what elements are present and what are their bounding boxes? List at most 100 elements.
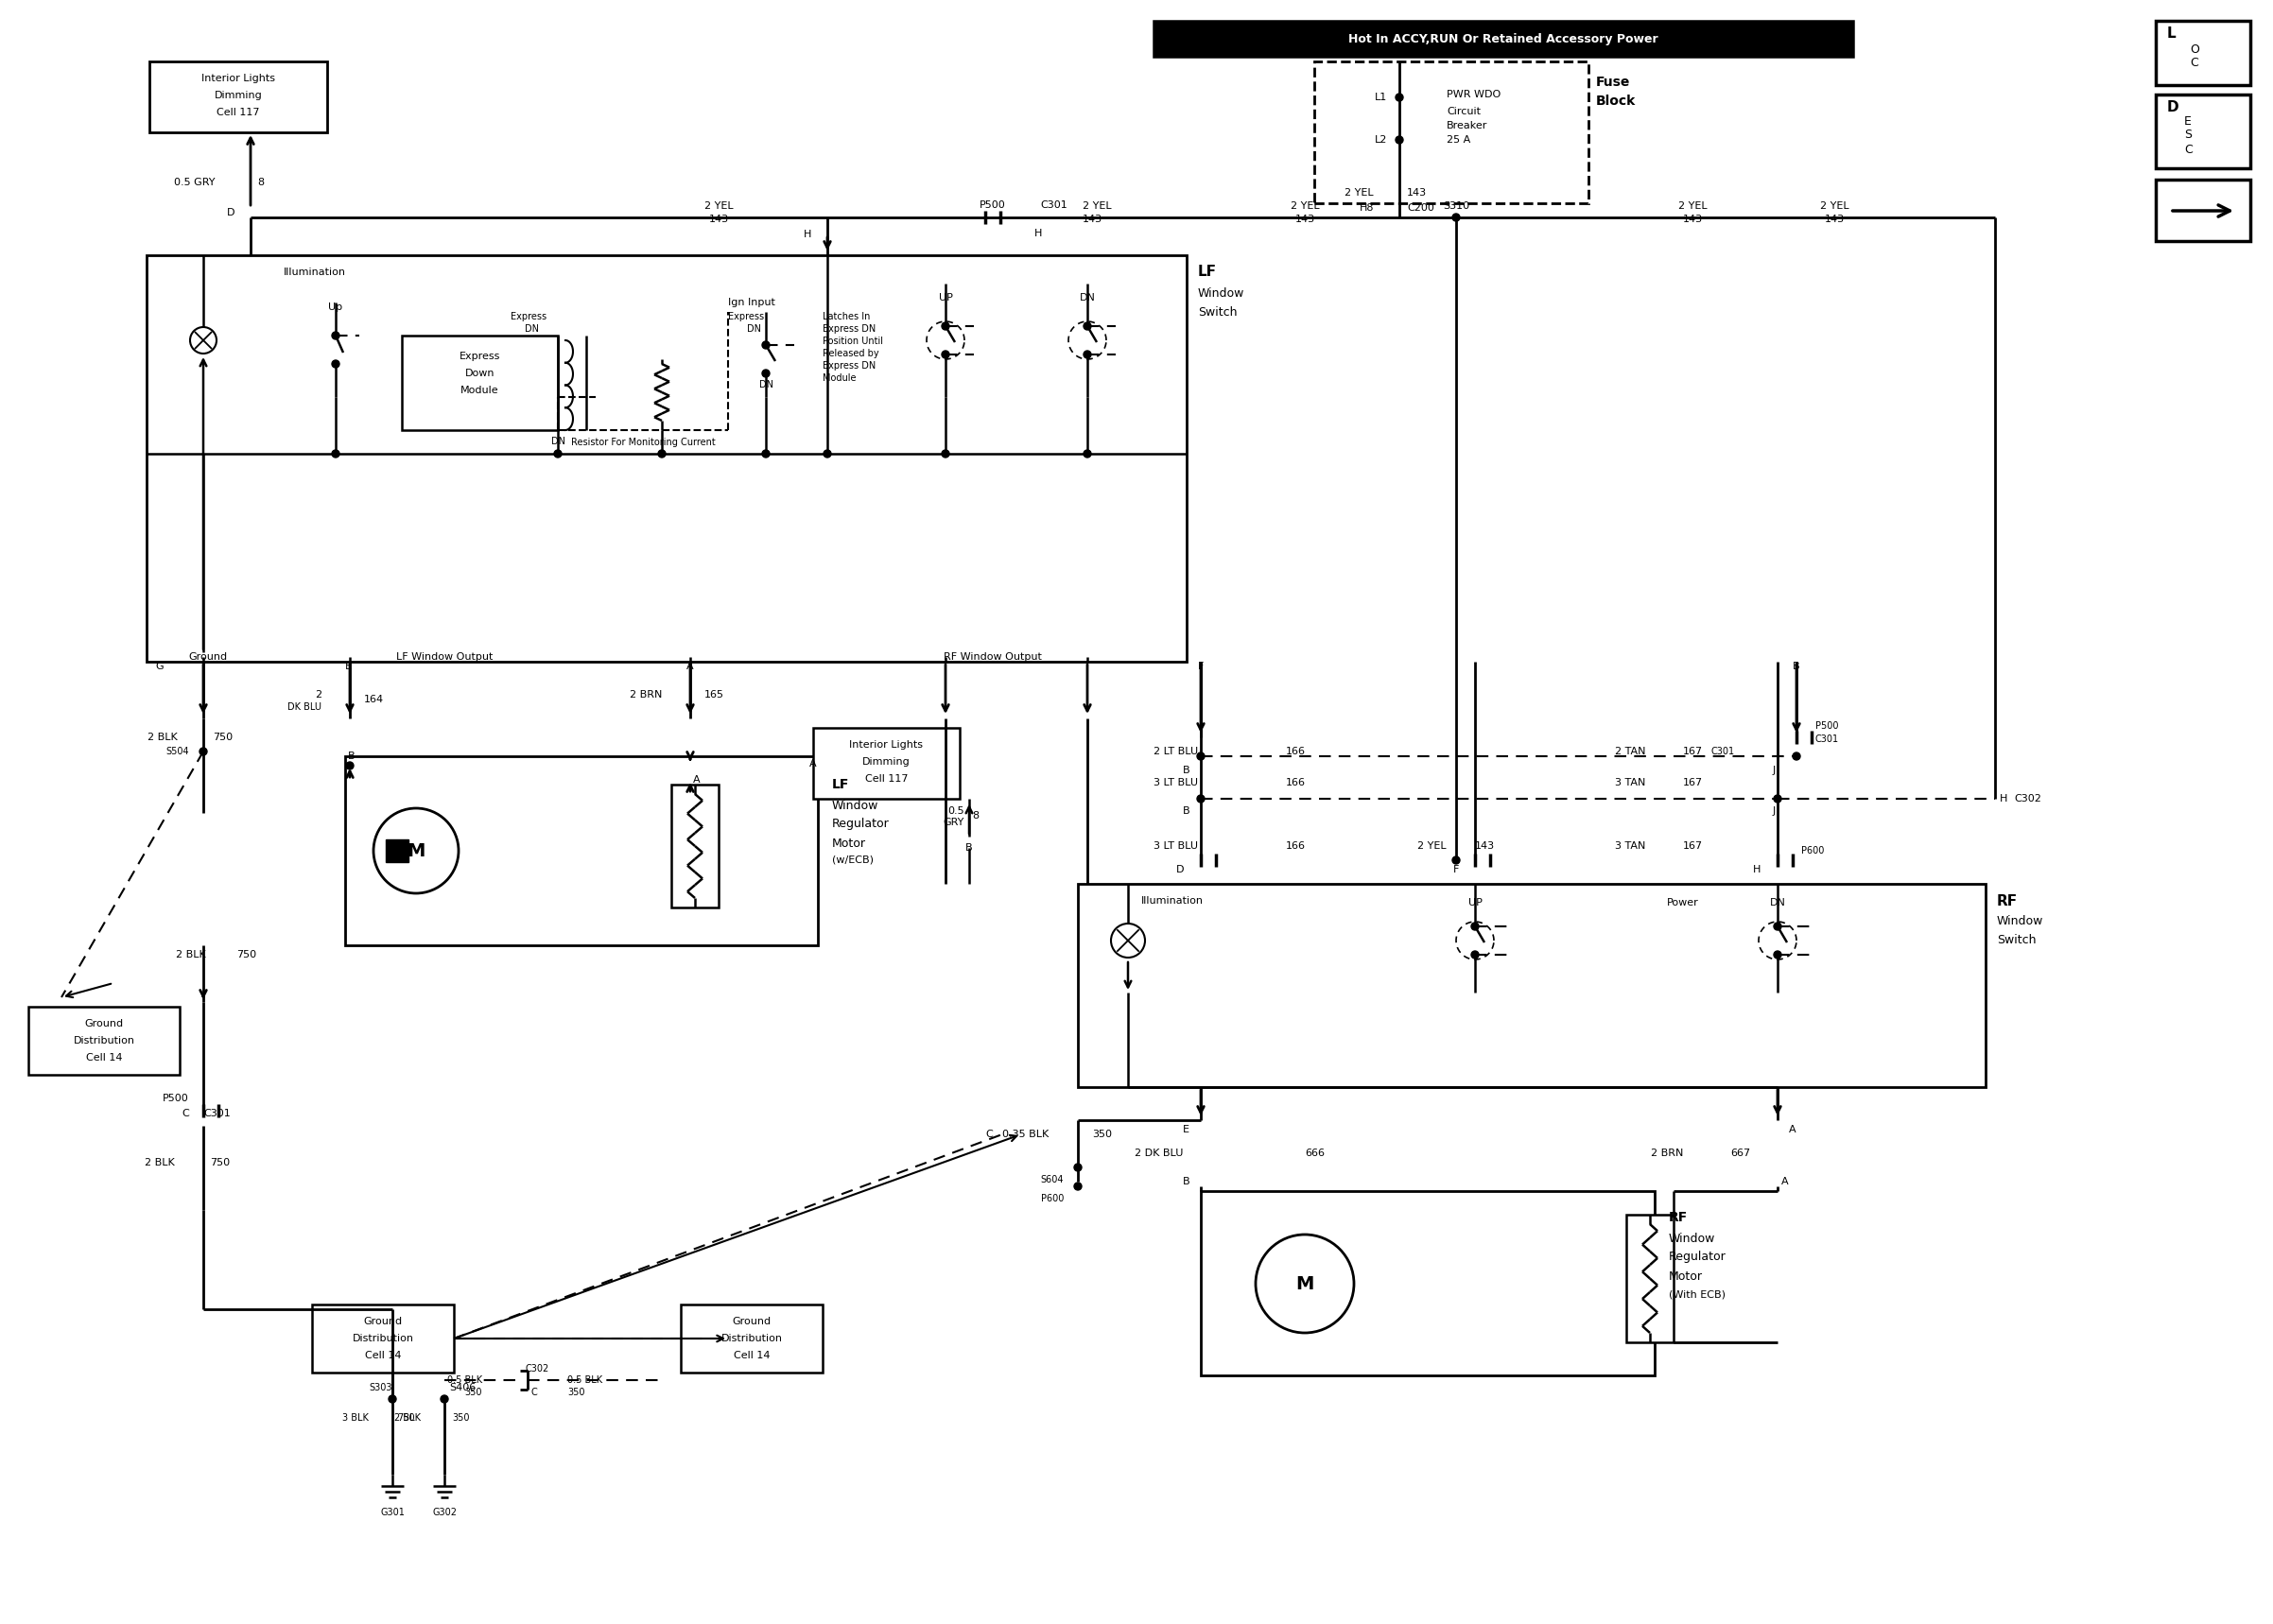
Text: Released by: Released by	[823, 349, 880, 359]
Text: C: C	[532, 1387, 536, 1397]
Text: 143: 143	[709, 214, 730, 224]
Text: C302: C302	[525, 1364, 550, 1374]
Text: Illumination: Illumination	[1141, 896, 1205, 906]
Text: 0.5 GRY: 0.5 GRY	[175, 177, 216, 187]
Text: L: L	[2166, 28, 2175, 41]
Circle shape	[1084, 322, 1091, 330]
Text: 0.5 BLK: 0.5 BLK	[448, 1376, 482, 1385]
Text: 167: 167	[1682, 841, 1702, 851]
Text: Module: Module	[461, 385, 500, 395]
Text: Cell 117: Cell 117	[866, 775, 907, 784]
Text: DN: DN	[1771, 898, 1787, 908]
Text: Window: Window	[832, 799, 880, 812]
Text: Resistor For Monitoring Current: Resistor For Monitoring Current	[571, 437, 716, 447]
Text: UP: UP	[939, 292, 952, 302]
Text: C301: C301	[202, 1109, 230, 1119]
Text: C: C	[182, 1109, 189, 1119]
Text: Ign Input: Ign Input	[727, 297, 775, 307]
Text: 750: 750	[214, 732, 232, 742]
Bar	[386, 840, 409, 862]
Text: C: C	[2184, 143, 2193, 156]
Text: S406: S406	[450, 1384, 475, 1392]
Bar	[682, 1304, 823, 1372]
Bar	[345, 757, 818, 945]
Text: F: F	[1452, 866, 1459, 874]
Text: DK BLU: DK BLU	[286, 702, 320, 711]
Text: C: C	[986, 1130, 993, 1138]
Text: DN: DN	[550, 437, 566, 447]
Bar	[671, 784, 718, 908]
Circle shape	[555, 450, 561, 458]
Circle shape	[1198, 752, 1205, 760]
Text: 165: 165	[705, 690, 725, 700]
Text: DN: DN	[525, 325, 539, 333]
Text: 2 BRN: 2 BRN	[1650, 1148, 1682, 1158]
Circle shape	[761, 450, 771, 458]
Circle shape	[373, 809, 459, 893]
Circle shape	[200, 747, 207, 755]
Text: G301: G301	[380, 1507, 405, 1517]
Text: C302: C302	[2014, 794, 2041, 804]
Text: Ground: Ground	[84, 1018, 123, 1028]
Text: C301: C301	[1712, 747, 1734, 757]
Text: Interior Lights: Interior Lights	[850, 741, 923, 750]
Text: C200: C200	[1407, 203, 1434, 213]
Text: DN: DN	[1080, 292, 1096, 302]
Circle shape	[941, 322, 950, 330]
Circle shape	[761, 370, 771, 377]
Text: 2 LT BLU: 2 LT BLU	[1152, 747, 1198, 757]
Text: Express: Express	[511, 312, 546, 322]
Text: 2 YEL: 2 YEL	[1346, 188, 1373, 198]
Bar	[2155, 94, 2250, 169]
Bar	[1200, 1190, 1655, 1376]
Text: Up: Up	[330, 302, 343, 312]
Text: Express: Express	[459, 352, 500, 361]
Text: S604: S604	[1041, 1176, 1064, 1184]
Text: 350: 350	[568, 1387, 584, 1397]
Circle shape	[941, 351, 950, 359]
Text: Distribution: Distribution	[721, 1333, 782, 1343]
Bar	[150, 62, 327, 132]
Text: Circuit: Circuit	[1446, 107, 1480, 117]
Circle shape	[332, 361, 339, 367]
Text: D: D	[1175, 866, 1184, 874]
Text: 350: 350	[452, 1413, 471, 1423]
Text: 143: 143	[1407, 188, 1427, 198]
Text: (w/ECB): (w/ECB)	[832, 856, 873, 866]
Text: P500: P500	[1816, 721, 1839, 731]
Text: 2 BLK: 2 BLK	[148, 732, 177, 742]
Text: H: H	[802, 229, 811, 239]
Circle shape	[1773, 796, 1782, 802]
Circle shape	[332, 450, 339, 458]
Text: A: A	[1782, 1177, 1789, 1187]
Bar	[1077, 883, 1987, 1086]
Text: 750: 750	[236, 950, 257, 960]
Text: Illumination: Illumination	[284, 268, 345, 278]
Circle shape	[1111, 924, 1146, 958]
Text: 2 TAN: 2 TAN	[1614, 747, 1646, 757]
Text: S310: S310	[1443, 201, 1468, 211]
Text: B: B	[1182, 807, 1189, 815]
Bar	[2155, 21, 2250, 84]
Text: C: C	[2189, 57, 2198, 70]
Text: 350: 350	[1091, 1130, 1111, 1138]
Text: Down: Down	[466, 369, 496, 378]
Circle shape	[823, 450, 832, 458]
Text: 2 YEL: 2 YEL	[1418, 841, 1446, 851]
Text: H: H	[1034, 229, 1041, 239]
Text: B: B	[1182, 1177, 1189, 1187]
Text: 750: 750	[398, 1413, 414, 1423]
Text: A: A	[1789, 1125, 1796, 1134]
Circle shape	[441, 1395, 448, 1403]
Circle shape	[1471, 952, 1480, 958]
Text: LF: LF	[832, 778, 850, 791]
Text: 2 BLK: 2 BLK	[145, 1158, 175, 1168]
Text: 3 TAN: 3 TAN	[1614, 778, 1646, 788]
Bar	[1625, 1215, 1673, 1343]
Text: Interior Lights: Interior Lights	[202, 73, 275, 83]
Text: Window: Window	[1668, 1233, 1716, 1244]
Text: 2: 2	[314, 690, 320, 700]
Circle shape	[1255, 1234, 1355, 1333]
Text: 2 YEL: 2 YEL	[705, 201, 734, 211]
Bar	[1314, 62, 1589, 203]
